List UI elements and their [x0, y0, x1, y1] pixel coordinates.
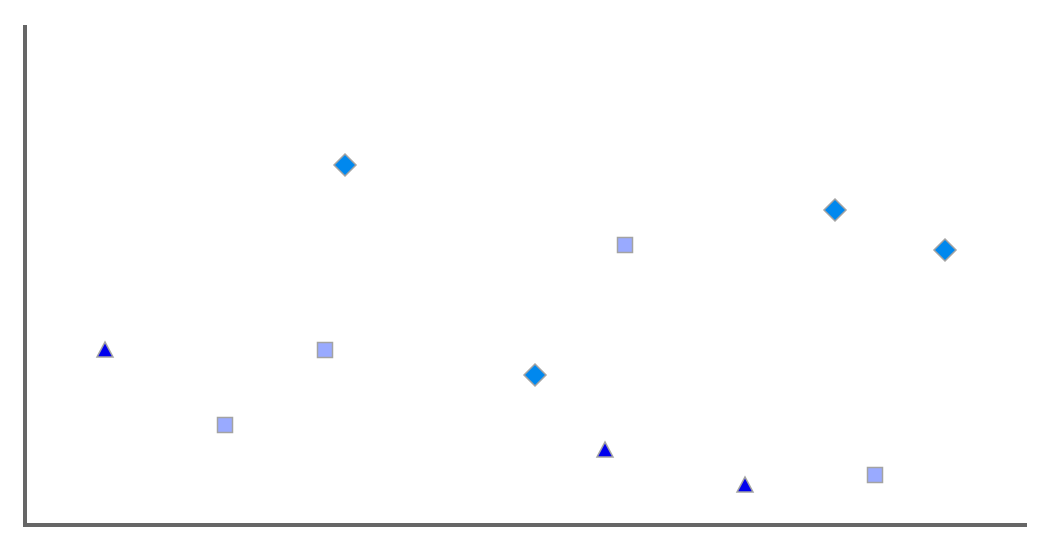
triangle-point-1: [95, 340, 115, 358]
square-point-2: [316, 341, 334, 359]
triangle-point-2: [595, 440, 615, 458]
square-point-1: [216, 416, 234, 434]
diamond-point-4: [932, 237, 958, 263]
triangle-point-3: [735, 475, 755, 493]
diamond-point-2: [522, 362, 548, 388]
diamond-point-3: [822, 197, 848, 223]
plot-area: [95, 152, 958, 493]
square-point-4: [866, 466, 884, 484]
series-diamond: [332, 152, 958, 388]
diamond-point-1: [332, 152, 358, 178]
series-triangle: [95, 340, 755, 493]
square-point-3: [616, 236, 634, 254]
series-square: [216, 236, 884, 484]
